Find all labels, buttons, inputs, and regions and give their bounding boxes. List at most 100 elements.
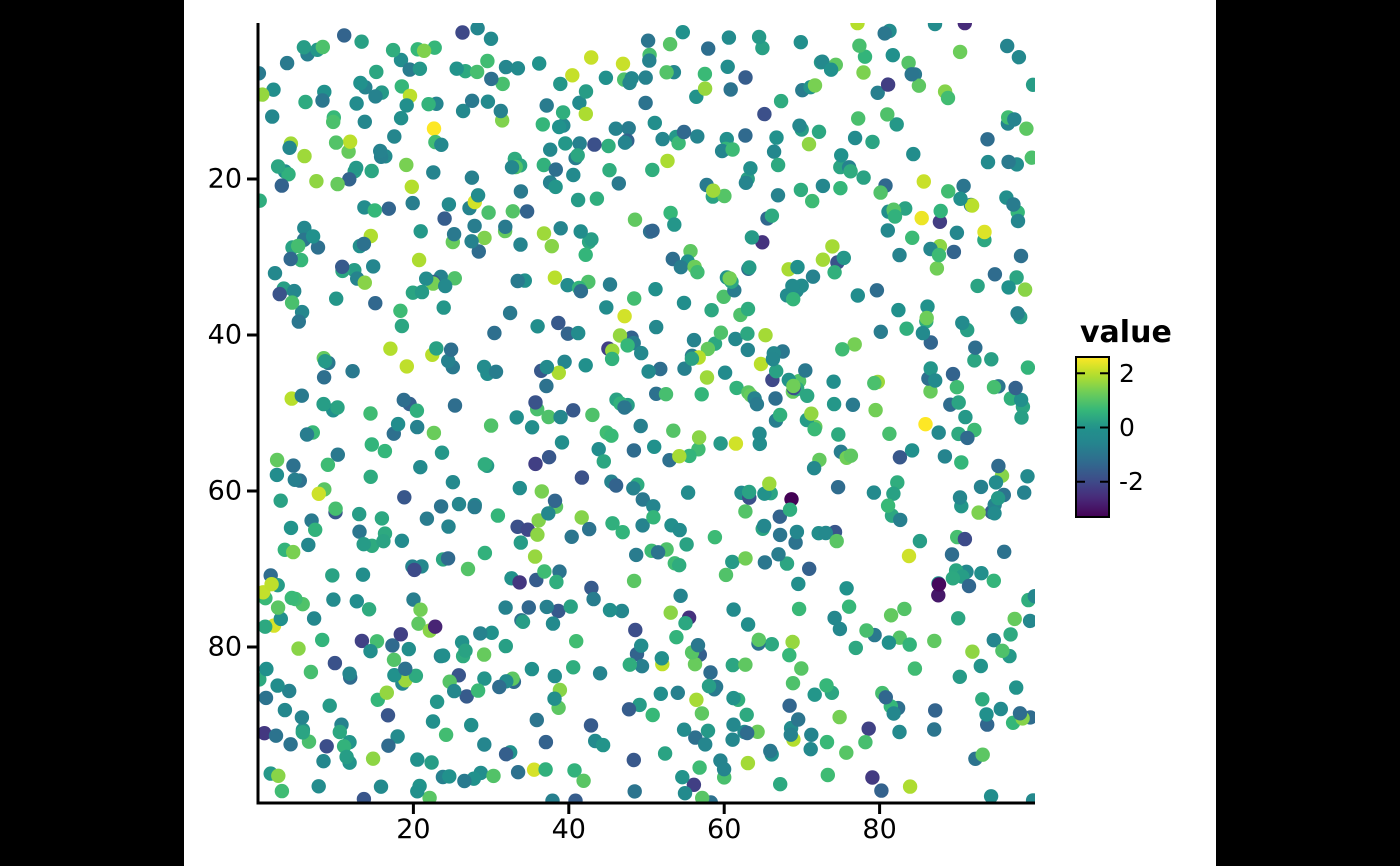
data-point <box>671 136 686 151</box>
data-point <box>638 70 653 85</box>
data-point <box>663 205 678 221</box>
data-point <box>820 767 835 783</box>
data-point <box>646 510 661 525</box>
data-point <box>265 109 280 124</box>
data-point <box>728 331 743 347</box>
x-axis-ticks: 20 40 60 80 <box>396 803 897 845</box>
data-point <box>284 295 300 310</box>
data-point <box>830 480 846 495</box>
data-point <box>587 137 602 152</box>
data-point <box>867 375 882 391</box>
data-point <box>931 588 946 603</box>
data-point <box>599 300 614 315</box>
data-point <box>486 768 501 784</box>
data-point <box>271 768 286 783</box>
data-point <box>718 567 734 583</box>
data-point <box>329 291 344 306</box>
data-point <box>634 638 649 653</box>
data-point <box>785 676 801 691</box>
data-point <box>477 545 493 561</box>
data-point <box>270 600 286 615</box>
data-point <box>330 176 345 192</box>
data-point <box>397 490 412 505</box>
data-point <box>704 303 719 318</box>
data-point <box>385 42 401 58</box>
data-point <box>802 561 817 576</box>
data-point <box>410 419 425 435</box>
data-point <box>279 55 295 71</box>
x-axis-tick-label: 60 <box>707 814 741 845</box>
data-point <box>672 522 687 538</box>
data-point <box>937 449 953 464</box>
data-point <box>315 39 330 55</box>
data-point <box>898 201 913 216</box>
data-point <box>412 61 428 76</box>
data-point <box>880 498 896 513</box>
data-point <box>620 338 635 353</box>
data-point <box>916 174 931 189</box>
y-axis-ticks: 20 40 60 80 <box>208 164 258 663</box>
data-point <box>635 492 650 507</box>
data-point <box>868 402 883 418</box>
data-point <box>481 205 496 220</box>
data-point <box>455 25 470 40</box>
data-point <box>634 345 649 361</box>
data-point <box>856 170 871 185</box>
data-point <box>617 309 632 324</box>
data-point <box>952 490 968 505</box>
data-point <box>551 315 566 331</box>
data-point <box>521 600 536 615</box>
data-point <box>847 337 862 352</box>
data-point <box>831 427 846 442</box>
data-point <box>477 457 492 472</box>
data-point <box>1025 793 1035 803</box>
data-point <box>605 516 620 531</box>
data-point <box>660 153 675 169</box>
data-point <box>983 789 999 803</box>
data-point <box>677 361 692 376</box>
data-point <box>277 702 293 718</box>
data-point <box>957 531 973 547</box>
data-point <box>655 131 670 147</box>
data-point <box>792 118 807 133</box>
data-point <box>675 25 690 40</box>
data-point <box>399 359 414 374</box>
data-point <box>851 111 866 126</box>
data-point <box>286 544 301 560</box>
data-point <box>617 400 632 415</box>
data-point <box>282 140 297 155</box>
data-point <box>744 230 760 245</box>
data-point <box>957 23 972 31</box>
data-point <box>539 599 554 615</box>
data-point <box>800 388 815 403</box>
data-point <box>291 238 306 254</box>
data-point <box>635 518 650 533</box>
legend-tick-label: 2 <box>1119 359 1135 388</box>
data-point <box>305 229 321 244</box>
data-point <box>914 210 929 226</box>
data-point <box>566 660 581 675</box>
data-point <box>880 223 895 238</box>
data-point <box>539 98 554 113</box>
data-point <box>457 773 472 789</box>
data-point <box>886 486 901 501</box>
data-point <box>509 410 524 425</box>
data-point <box>628 622 643 638</box>
data-point <box>815 178 831 194</box>
data-point <box>422 790 437 803</box>
data-point <box>946 244 962 260</box>
data-point <box>986 573 1001 588</box>
data-point <box>437 211 452 226</box>
data-point <box>447 271 462 286</box>
data-point <box>560 278 575 293</box>
data-point <box>295 725 310 740</box>
data-point <box>923 361 938 376</box>
data-point <box>319 739 334 754</box>
data-point <box>677 786 693 801</box>
y-axis-tick-label: 40 <box>208 320 242 351</box>
data-point <box>627 784 642 799</box>
data-point <box>364 437 379 452</box>
data-point <box>283 251 298 267</box>
data-point <box>659 65 674 80</box>
